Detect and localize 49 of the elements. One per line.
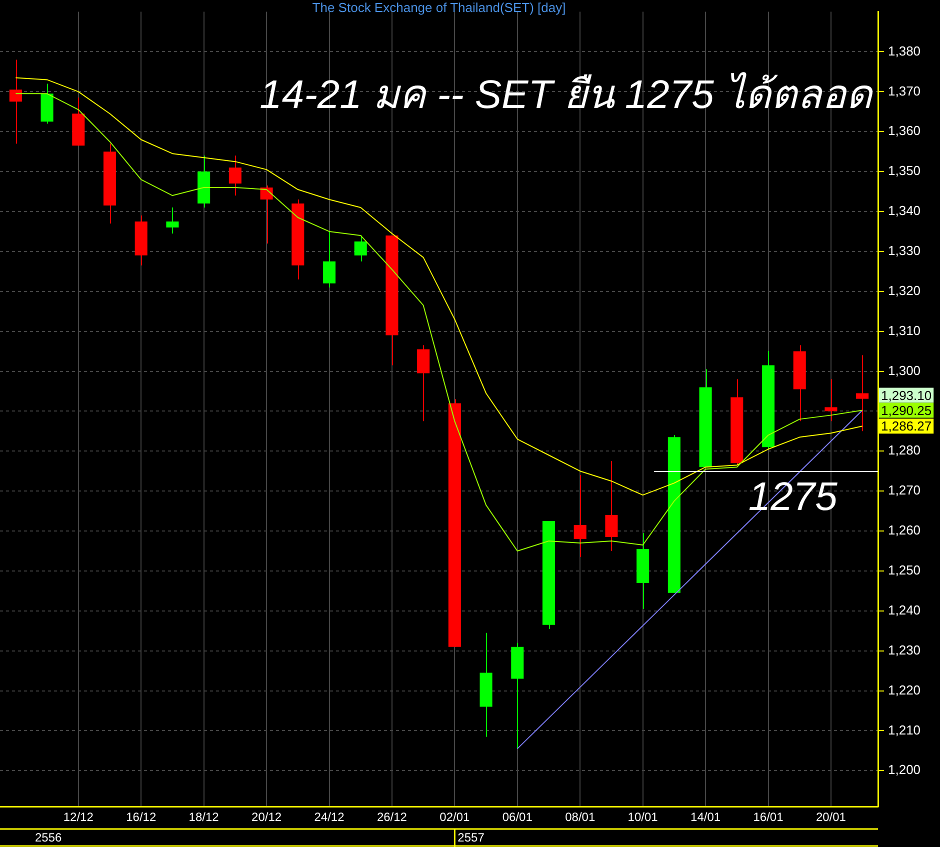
x-tick-label: 10/01	[628, 810, 658, 824]
y-tick-label: 1,370	[888, 83, 921, 98]
y-tick-label: 1,380	[888, 43, 921, 58]
y-tick-label: 1,340	[888, 203, 921, 218]
x-tick-label: 14/01	[690, 810, 721, 824]
y-tick-label: 1,360	[888, 123, 921, 138]
x-tick-label: 24/12	[314, 810, 345, 824]
x-tick-label: 20/12	[252, 810, 282, 824]
candlestick	[166, 207, 179, 234]
y-tick-label: 1,280	[888, 442, 921, 458]
x-tick-label: 08/01	[565, 810, 596, 824]
y-tick-label: 1,240	[888, 602, 921, 618]
chart-title: The Stock Exchange of Thailand(SET) [day]	[312, 0, 566, 16]
text: 2557	[458, 830, 485, 844]
candlestick	[260, 185, 273, 244]
data-label: 1,290.25	[881, 402, 932, 418]
x-tick-label: 02/01	[440, 810, 470, 824]
candlestick	[417, 344, 430, 422]
y-tick-label: 1,220	[888, 682, 921, 698]
text: 1,293.10	[881, 388, 932, 403]
y-tick-label: 1,230	[888, 642, 921, 658]
y-tick-label: 1,200	[888, 762, 921, 778]
candlestick	[605, 460, 618, 552]
x-tick-label: 26/12	[376, 810, 408, 824]
y-tick-label: 1,300	[888, 362, 921, 378]
candlestick	[574, 474, 586, 558]
x-tick-label: 12/12	[63, 810, 94, 824]
candlestick	[824, 378, 838, 422]
y-tick-label: 1,210	[888, 722, 921, 738]
x-tick-label: 16/01	[753, 810, 784, 824]
text: 2556	[35, 830, 62, 844]
y-tick-label: 1,320	[888, 282, 921, 298]
y-tick-label: 1,260	[888, 522, 921, 538]
candlestick	[322, 230, 336, 288]
x-tick-label: 18/12	[188, 810, 220, 824]
y-tick-label: 1,310	[888, 322, 921, 338]
x-tick-label: 20/01	[816, 810, 846, 824]
y-tick-label: 1,350	[888, 163, 921, 178]
y-tick-label: 1,250	[888, 562, 921, 578]
text: 14-21 มค -- SET ยืน 1275 ได้ตลอด	[260, 72, 874, 117]
y-tick-label: 1,330	[888, 243, 921, 258]
x-tick-label: 06/01	[502, 810, 533, 824]
y-tick-label: 1,270	[888, 482, 921, 498]
x-tick-label: 16/12	[126, 810, 156, 824]
candlestick	[228, 155, 242, 196]
data-label: 1,286.27	[881, 418, 932, 434]
candlestick	[354, 234, 367, 262]
candlestick	[856, 354, 869, 432]
candlestick	[9, 59, 22, 144]
